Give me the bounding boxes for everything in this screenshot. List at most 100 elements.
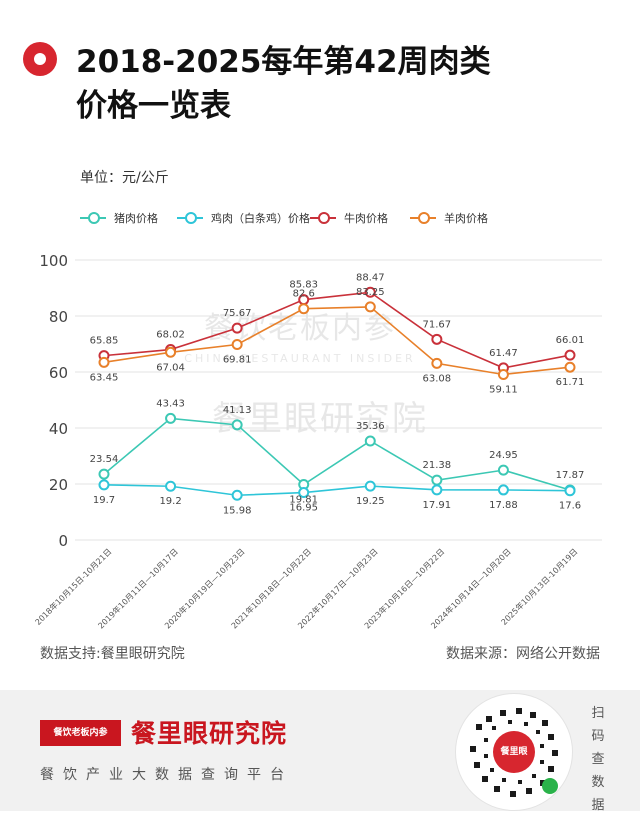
brand-logo: 餐饮老板内参: [40, 720, 121, 746]
x-tick-label: 2019年10月11日—10月17日: [96, 546, 180, 630]
data-point: [231, 419, 243, 431]
legend-dot-chicken: [185, 212, 197, 224]
legend-label-beef: 牛肉价格: [344, 212, 388, 225]
data-label: 88.47: [356, 272, 385, 283]
data-point: [165, 346, 177, 358]
y-tick-label: 20: [49, 476, 68, 494]
data-point: [364, 435, 376, 447]
data-label: 61.71: [556, 377, 585, 388]
series-line-2: [103, 291, 571, 369]
data-label: 61.47: [489, 348, 518, 359]
data-label: 16.95: [289, 503, 318, 514]
data-support: 数据支持:餐里眼研究院: [40, 646, 185, 662]
data-label: 17.87: [556, 470, 585, 481]
data-point: [98, 356, 110, 368]
page-title: 2018-2025每年第42周肉类 价格一览表: [76, 40, 616, 128]
x-tick-label: 2020年10月19日—10月23日: [162, 546, 246, 630]
data-label: 83.25: [356, 287, 385, 298]
data-label: 23.54: [90, 454, 119, 465]
x-tick-label: 2018年10月15日-10月21日: [33, 546, 114, 627]
legend-dot-beef: [318, 212, 330, 224]
data-label: 71.67: [423, 319, 452, 330]
data-label: 82.6: [293, 289, 315, 300]
mini-program-qr-code[interactable]: 餐里眼: [456, 694, 572, 810]
data-label: 17.6: [559, 501, 581, 512]
y-tick-label: 60: [49, 364, 68, 382]
footer: 餐饮老板内参 餐里眼研究院 餐饮产业大数据查询平台 餐里眼 扫码查数据: [0, 690, 640, 813]
legend-label-chicken: 鸡肉（白条鸡）价格: [211, 212, 310, 225]
title-line-1: 2018-2025每年第42周肉类: [76, 44, 491, 80]
data-point: [564, 361, 576, 373]
data-point: [231, 322, 243, 334]
unit-label: 单位：元/公斤: [80, 170, 169, 186]
data-point: [98, 468, 110, 480]
data-label: 75.67: [223, 308, 252, 319]
title-line-2: 价格一览表: [76, 88, 231, 124]
legend-label-mutton: 羊肉价格: [444, 212, 488, 225]
data-label: 35.36: [356, 421, 385, 432]
data-point: [298, 487, 310, 499]
y-tick-label: 0: [58, 532, 68, 550]
data-point: [364, 286, 376, 298]
grid: 0 20 40 60 80 100: [39, 252, 602, 550]
data-point: [497, 464, 509, 476]
data-label: 19.7: [93, 495, 115, 506]
line-chart: 餐饮老板内参 CHINA RESTAURANT INSIDER 餐里眼研究院 0…: [33, 252, 602, 631]
watermark: 餐饮老板内参 CHINA RESTAURANT INSIDER 餐里眼研究院: [184, 311, 428, 439]
data-label: 19.2: [159, 496, 181, 507]
x-tick-label: 2024年10月14日—10月20日: [429, 546, 513, 630]
x-tick-label: 2021年10月18日—10月22日: [229, 546, 313, 630]
data-label: 59.11: [489, 384, 518, 395]
qr-center-logo: 餐里眼: [493, 731, 535, 773]
data-point: [431, 333, 443, 345]
x-tick-label: 2023年10月16日—10月22日: [362, 546, 446, 630]
data-point: [364, 480, 376, 492]
data-label: 65.85: [90, 336, 119, 347]
y-tick-label: 40: [49, 420, 68, 438]
data-label: 68.02: [156, 330, 185, 341]
brand-name: 餐里眼研究院: [131, 719, 288, 748]
data-label: 19.81: [289, 495, 318, 506]
x-axis-labels: 2018年10月15日-10月21日2019年10月11日—10月17日2020…: [33, 546, 580, 630]
data-point: [564, 485, 576, 497]
data-point: [564, 349, 576, 361]
data-label: 21.38: [423, 460, 452, 471]
data-point: [364, 301, 376, 313]
data-label: 85.83: [289, 280, 318, 291]
data-label: 17.88: [489, 500, 518, 511]
watermark-line-2: CHINA RESTAURANT INSIDER: [184, 352, 415, 365]
data-label: 43.43: [156, 398, 185, 409]
data-point: [98, 479, 110, 491]
legend-dot-pork: [88, 212, 100, 224]
data-label: 24.95: [489, 450, 518, 461]
watermark-line-3: 餐里眼研究院: [212, 399, 428, 439]
series-line-3: [103, 306, 571, 376]
header: 2018-2025每年第42周肉类 价格一览表: [0, 0, 640, 140]
legend-dot-mutton: [418, 212, 430, 224]
x-tick-label: 2025年10月13日-10月19日: [499, 546, 580, 627]
data-point: [165, 480, 177, 492]
series-lines: [98, 286, 576, 501]
qr-pattern-icon: [470, 708, 558, 797]
data-label: 15.98: [223, 505, 252, 516]
brand-subtitle: 餐饮产业大数据查询平台: [40, 767, 293, 783]
data-point: [231, 489, 243, 501]
data-label: 69.81: [223, 355, 252, 366]
legend-label-pork: 猪肉价格: [114, 212, 158, 225]
data-point: [231, 339, 243, 351]
record-icon: [23, 42, 57, 76]
y-tick-label: 80: [49, 308, 68, 326]
scan-hint: 扫码查数据: [591, 706, 605, 813]
data-label: 19.25: [356, 496, 385, 507]
data-point: [165, 412, 177, 424]
x-tick-label: 2022年10月17日—10月23日: [295, 546, 379, 630]
data-label: 17.91: [423, 500, 452, 511]
data-point: [497, 484, 509, 496]
data-label: 67.04: [156, 362, 185, 373]
y-tick-label: 100: [39, 252, 68, 270]
data-point: [298, 303, 310, 315]
data-labels: 23.54 43.43 41.13 19.81 35.36 21.38 24.95 17.87…: [90, 272, 585, 516]
data-label: 63.45: [90, 372, 119, 383]
data-point: [431, 474, 443, 486]
data-label: 41.13: [223, 405, 252, 416]
